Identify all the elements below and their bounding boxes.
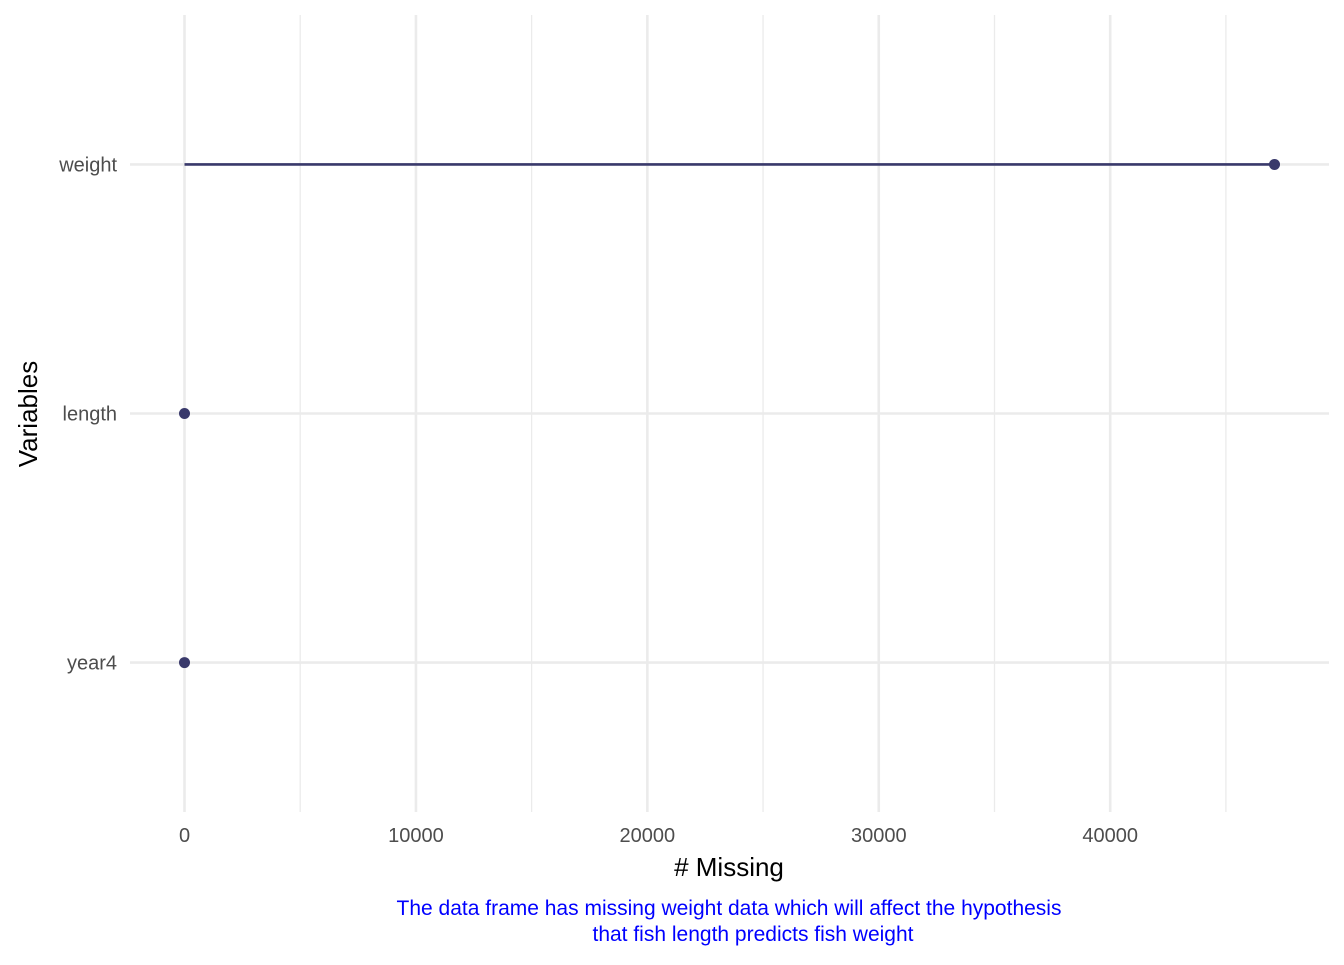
- x-tick-labels: 0 10000 20000 30000 40000: [179, 825, 1138, 847]
- x-tick-label-0: 0: [179, 825, 190, 847]
- grid-layer: [130, 15, 1329, 812]
- y-axis-title: Variables: [13, 361, 43, 467]
- x-tick-label-4: 40000: [1082, 825, 1138, 847]
- y-tick-label-year4: year4: [67, 653, 117, 675]
- y-tick-label-length: length: [63, 404, 118, 426]
- x-tick-label-2: 20000: [620, 825, 676, 847]
- x-axis-title: # Missing: [674, 852, 784, 882]
- x-tick-label-3: 30000: [851, 825, 907, 847]
- x-tick-label-1: 10000: [388, 825, 444, 847]
- y-tick-label-weight: weight: [58, 154, 117, 176]
- lollipop-point-weight: [1269, 158, 1280, 170]
- lollipop-point-length: [179, 408, 190, 419]
- caption-line-2: that fish length predicts fish weight: [592, 923, 913, 946]
- y-tick-labels: weight length year4: [58, 154, 117, 674]
- caption-line-1: The data frame has missing weight data w…: [397, 897, 1062, 920]
- lollipop-point-year4: [179, 657, 190, 669]
- lollipop-marks: [179, 158, 1280, 669]
